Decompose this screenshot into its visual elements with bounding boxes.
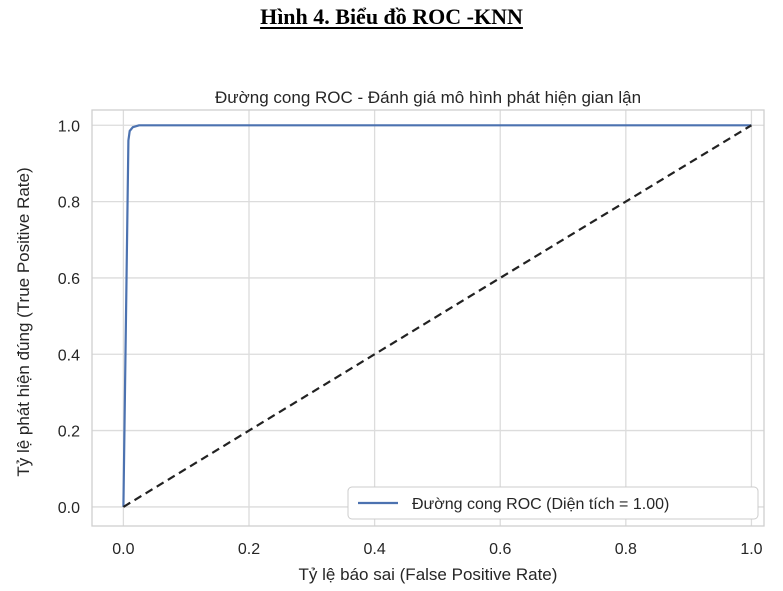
- y-tick-label: 0.8: [58, 195, 80, 212]
- x-tick-label: 0.2: [238, 541, 260, 558]
- x-axis-label: Tỷ lệ báo sai (False Positive Rate): [299, 565, 558, 584]
- x-tick-label: 0.6: [489, 541, 511, 558]
- legend-entry-label: Đường cong ROC (Diện tích = 1.00): [412, 496, 669, 513]
- chart-title: Đường cong ROC - Đánh giá mô hình phát h…: [215, 88, 641, 107]
- x-tick-label: 0.4: [363, 541, 385, 558]
- y-tick-label: 1.0: [58, 118, 80, 135]
- plot-frame: [91, 109, 765, 527]
- x-tick-label: 1.0: [740, 541, 762, 558]
- y-tick-label: 0.4: [58, 347, 80, 364]
- diagonal-reference-line: [122, 124, 752, 508]
- legend: Đường cong ROC (Diện tích = 1.00): [347, 486, 759, 520]
- y-axis-label: Tỷ lệ phát hiện đúng (True Positive Rate…: [14, 167, 33, 476]
- x-tick-label: 0.0: [112, 541, 134, 558]
- x-tick-label: 0.8: [615, 541, 637, 558]
- y-tick-label: 0.0: [58, 500, 80, 517]
- figure-caption: Hình 4. Biểu đồ ROC -KNN: [260, 4, 523, 29]
- legend-box: [347, 486, 759, 520]
- y-tick-label: 0.6: [58, 271, 80, 288]
- roc-curve-line: [122, 124, 752, 507]
- y-tick-label: 0.2: [58, 424, 80, 441]
